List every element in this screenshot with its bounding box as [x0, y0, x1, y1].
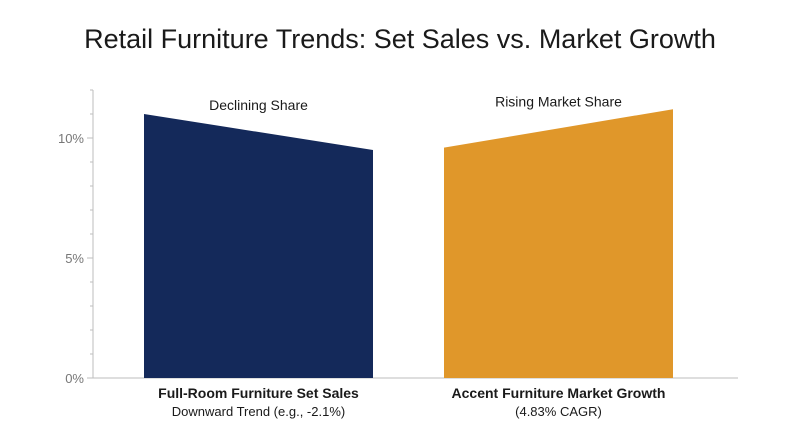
- area-mark-2: [444, 109, 673, 378]
- area-mark-1: [144, 114, 373, 378]
- labels-group: Declining Share Full-Room Furniture Set S…: [158, 93, 665, 419]
- area-annotation: Rising Market Share: [495, 93, 622, 109]
- y-tick-label: 5%: [65, 251, 84, 266]
- marks-group: [144, 109, 673, 378]
- x-category-subtitle: Downward Trend (e.g., -2.1%): [172, 404, 345, 419]
- x-category-label: Accent Furniture Market Growth: [452, 385, 666, 401]
- y-tick-label: 10%: [58, 131, 84, 146]
- x-category-subtitle: (4.83% CAGR): [515, 404, 602, 419]
- x-category-label: Full-Room Furniture Set Sales: [158, 385, 359, 401]
- y-tick-label: 0%: [65, 371, 84, 386]
- area-annotation: Declining Share: [209, 97, 308, 113]
- chart-title: Retail Furniture Trends: Set Sales vs. M…: [84, 24, 716, 54]
